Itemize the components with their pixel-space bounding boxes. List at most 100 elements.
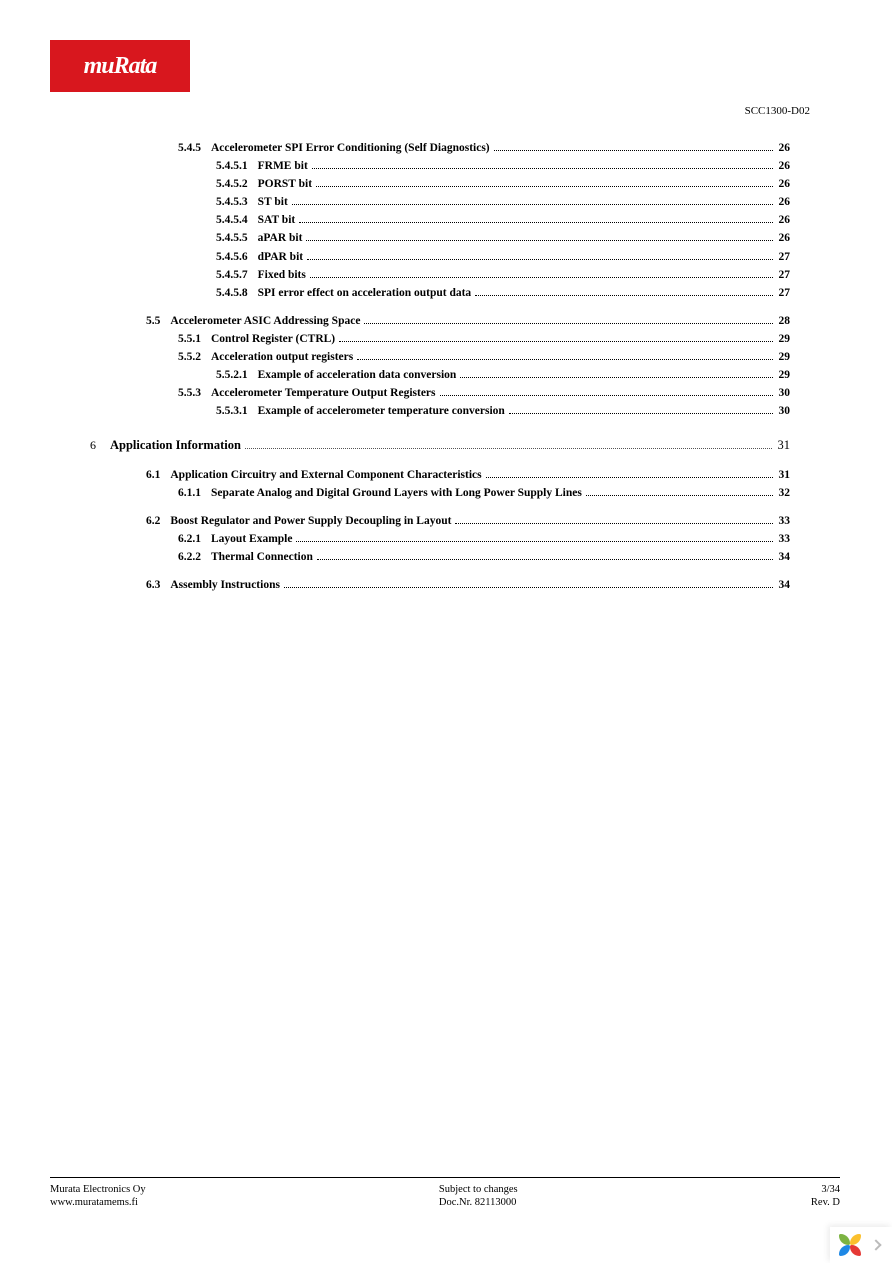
toc-entry: 5.4.5.8SPI error effect on acceleration … [90, 285, 790, 301]
toc-number: 5.5.2 [178, 349, 211, 365]
toc-page-number: 33 [777, 531, 791, 547]
toc-leader [486, 477, 773, 478]
toc-number: 6.1.1 [178, 485, 211, 501]
toc-title: ST bit [258, 194, 288, 210]
toc-number: 5.5.2.1 [216, 367, 258, 383]
murata-logo: muRata [50, 40, 190, 92]
toc-leader [455, 523, 772, 524]
toc-leader [296, 541, 772, 542]
toc-entry: 5.4.5.1FRME bit 26 [90, 158, 790, 174]
toc-number: 6.3 [146, 577, 170, 593]
toc-entry: 5.4.5.6dPAR bit 27 [90, 249, 790, 265]
toc-page-number: 31 [776, 437, 791, 455]
toc-title: Fixed bits [258, 267, 306, 283]
toc-leader [312, 168, 773, 169]
footer-docnr: Doc.Nr. 82113000 [439, 1197, 518, 1208]
toc-title: Example of accelerometer temperature con… [258, 403, 505, 419]
toc-title: dPAR bit [258, 249, 303, 265]
toc-leader [306, 240, 772, 241]
toc-page-number: 32 [777, 485, 791, 501]
document-reference: SCC1300-D02 [745, 105, 810, 117]
toc-number: 6.2.2 [178, 549, 211, 565]
toc-page-number: 29 [777, 367, 791, 383]
toc-page-number: 30 [777, 385, 791, 401]
toc-number: 5.4.5.6 [216, 249, 258, 265]
toc-title: Example of acceleration data conversion [258, 367, 457, 383]
toc-page-number: 29 [777, 349, 791, 365]
toc-number: 6.2 [146, 513, 170, 529]
footer-company: Murata Electronics Oy [50, 1184, 146, 1195]
toc-number: 5.4.5 [178, 140, 211, 156]
toc-leader [494, 150, 773, 151]
toc-entry: 6.2Boost Regulator and Power Supply Deco… [90, 513, 790, 529]
next-page-icon[interactable] [870, 1239, 881, 1250]
toc-entry: 5.4.5.5aPAR bit26 [90, 230, 790, 246]
footer-rev: Rev. D [811, 1197, 840, 1208]
toc-number: 5.4.5.4 [216, 212, 258, 228]
toc-title: SAT bit [258, 212, 296, 228]
toc-page-number: 34 [777, 549, 791, 565]
toc-entry: 5.4.5Accelerometer SPI Error Conditionin… [90, 140, 790, 156]
toc-title: aPAR bit [258, 230, 303, 246]
toc-entry: 5.5.1Control Register (CTRL)29 [90, 331, 790, 347]
toc-entry: 5.5.3.1Example of accelerometer temperat… [90, 403, 790, 419]
footer-center: Subject to changes Doc.Nr. 82113000 [439, 1184, 518, 1220]
toc-page-number: 26 [777, 194, 791, 210]
toc-entry: 5.4.5.7Fixed bits 27 [90, 267, 790, 283]
toc-leader [284, 587, 773, 588]
toc-number: 5.4.5.3 [216, 194, 258, 210]
toc-page-number: 31 [777, 467, 791, 483]
page-footer: Murata Electronics Oy www.muratamems.fi … [50, 1184, 840, 1220]
toc-entry: 6.1Application Circuitry and External Co… [90, 467, 790, 483]
toc-page-number: 27 [777, 249, 791, 265]
toc-number: 5.4.5.1 [216, 158, 258, 174]
toc-title: SPI error effect on acceleration output … [258, 285, 472, 301]
toc-page-number: 33 [777, 513, 791, 529]
toc-number: 5.5.3.1 [216, 403, 258, 419]
toc-entry: 6.1.1Separate Analog and Digital Ground … [90, 485, 790, 501]
toc-title: Accelerometer SPI Error Conditioning (Se… [211, 140, 490, 156]
toc-title: Layout Example [211, 531, 292, 547]
toc-number: 6.2.1 [178, 531, 211, 547]
toc-entry: 6.3Assembly Instructions 34 [90, 577, 790, 593]
viewer-corner-controls [830, 1227, 892, 1263]
toc-number: 6 [90, 437, 110, 454]
footer-subject: Subject to changes [439, 1184, 518, 1195]
toc-entry: 5.5.3Accelerometer Temperature Output Re… [90, 385, 790, 401]
toc-title: Control Register (CTRL) [211, 331, 335, 347]
toc-number: 5.5.3 [178, 385, 211, 401]
toc-page-number: 27 [777, 267, 791, 283]
toc-leader [310, 277, 773, 278]
toc-entry: 6.2.2Thermal Connection34 [90, 549, 790, 565]
toc-leader [317, 559, 773, 560]
toc-page-number: 26 [777, 212, 791, 228]
toc-page-number: 27 [777, 285, 791, 301]
toc-leader [357, 359, 772, 360]
toc-leader [440, 395, 773, 396]
toc-entry: 6.2.1Layout Example 33 [90, 531, 790, 547]
toc-page-number: 34 [777, 577, 791, 593]
footer-pagenum: 3/34 [811, 1184, 840, 1195]
page-container: muRata SCC1300-D02 5.4.5Accelerometer SP… [50, 40, 840, 1220]
toc-page-number: 26 [777, 158, 791, 174]
toc-title: Accelerometer Temperature Output Registe… [211, 385, 436, 401]
toc-number: 5.5 [146, 313, 170, 329]
toc-title: PORST bit [258, 176, 312, 192]
toc-number: 6.1 [146, 467, 170, 483]
toc-title: Assembly Instructions [170, 577, 280, 593]
toc-leader [364, 323, 772, 324]
toc-leader [339, 341, 772, 342]
flower-icon[interactable] [838, 1233, 862, 1257]
toc-page-number: 29 [777, 331, 791, 347]
footer-url: www.muratamems.fi [50, 1197, 146, 1208]
toc-title: Application Circuitry and External Compo… [170, 467, 481, 483]
toc-title: Application Information [110, 437, 241, 455]
toc-title: FRME bit [258, 158, 308, 174]
toc-entry: 5.5.2.1Example of acceleration data conv… [90, 367, 790, 383]
toc-number: 5.4.5.5 [216, 230, 258, 246]
toc-title: Boost Regulator and Power Supply Decoupl… [170, 513, 451, 529]
toc-page-number: 28 [777, 313, 791, 329]
toc-leader [307, 259, 772, 260]
toc-number: 5.4.5.7 [216, 267, 258, 283]
toc-entry: 6Application Information 31 [90, 437, 790, 455]
